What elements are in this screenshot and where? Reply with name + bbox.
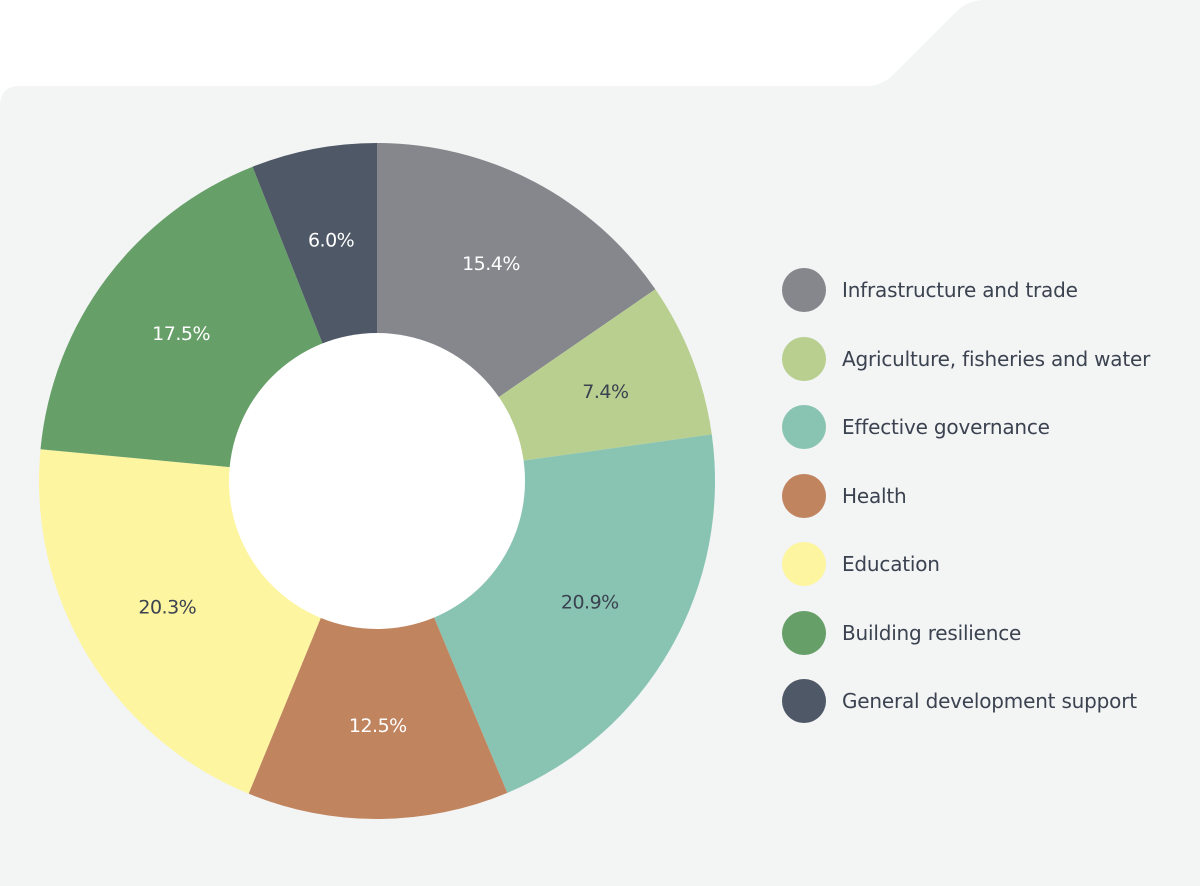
slice-label-infrastructure-and-trade: 15.4% [462, 253, 520, 275]
legend-label: General development support [842, 689, 1137, 713]
slice-label-agriculture-fisheries-and-water: 7.4% [582, 381, 628, 403]
slice-label-education: 20.3% [138, 597, 196, 619]
legend-item-effective-governance: Effective governance [782, 405, 1192, 449]
legend-label: Health [842, 483, 907, 508]
legend-swatch [782, 405, 826, 449]
slice-health [248, 481, 508, 820]
legend-swatch [782, 542, 826, 586]
slice-label-general-development-support: 6.0% [308, 229, 354, 251]
legend-item-agriculture-fisheries-and-water: Agriculture, fisheries and water [782, 336, 1192, 381]
legend-label: Building resilience [842, 620, 1022, 645]
chart-legend: Infrastructure and trade Agriculture, fis… [782, 268, 1192, 748]
legend-swatch [782, 473, 826, 518]
legend-label: Agriculture, fisheries and water [842, 346, 1151, 371]
slice-label-effective-governance: 20.9% [561, 591, 619, 613]
slice-label-health: 12.5% [349, 715, 407, 737]
legend-swatch [782, 679, 826, 723]
slice-label-building-resilience: 17.5% [152, 323, 210, 345]
legend-label: Effective governance [842, 415, 1050, 439]
legend-swatch [782, 268, 826, 312]
legend-label: Education [842, 552, 940, 576]
slice-labels: 15.4% 7.4% 20.9% 12.5% 20.3% 17.5% 6.0% [138, 229, 629, 737]
legend-label: Infrastructure and trade [842, 278, 1078, 302]
legend-swatch [782, 336, 826, 381]
donut-hole [229, 333, 525, 629]
legend-item-health: Health [782, 473, 1192, 518]
legend-item-education: Education [782, 542, 1192, 586]
legend-item-infrastructure-and-trade: Infrastructure and trade [782, 268, 1192, 312]
legend-swatch [782, 610, 826, 655]
legend-item-general-development-support: General development support [782, 679, 1192, 723]
legend-item-building-resilience: Building resilience [782, 610, 1192, 655]
